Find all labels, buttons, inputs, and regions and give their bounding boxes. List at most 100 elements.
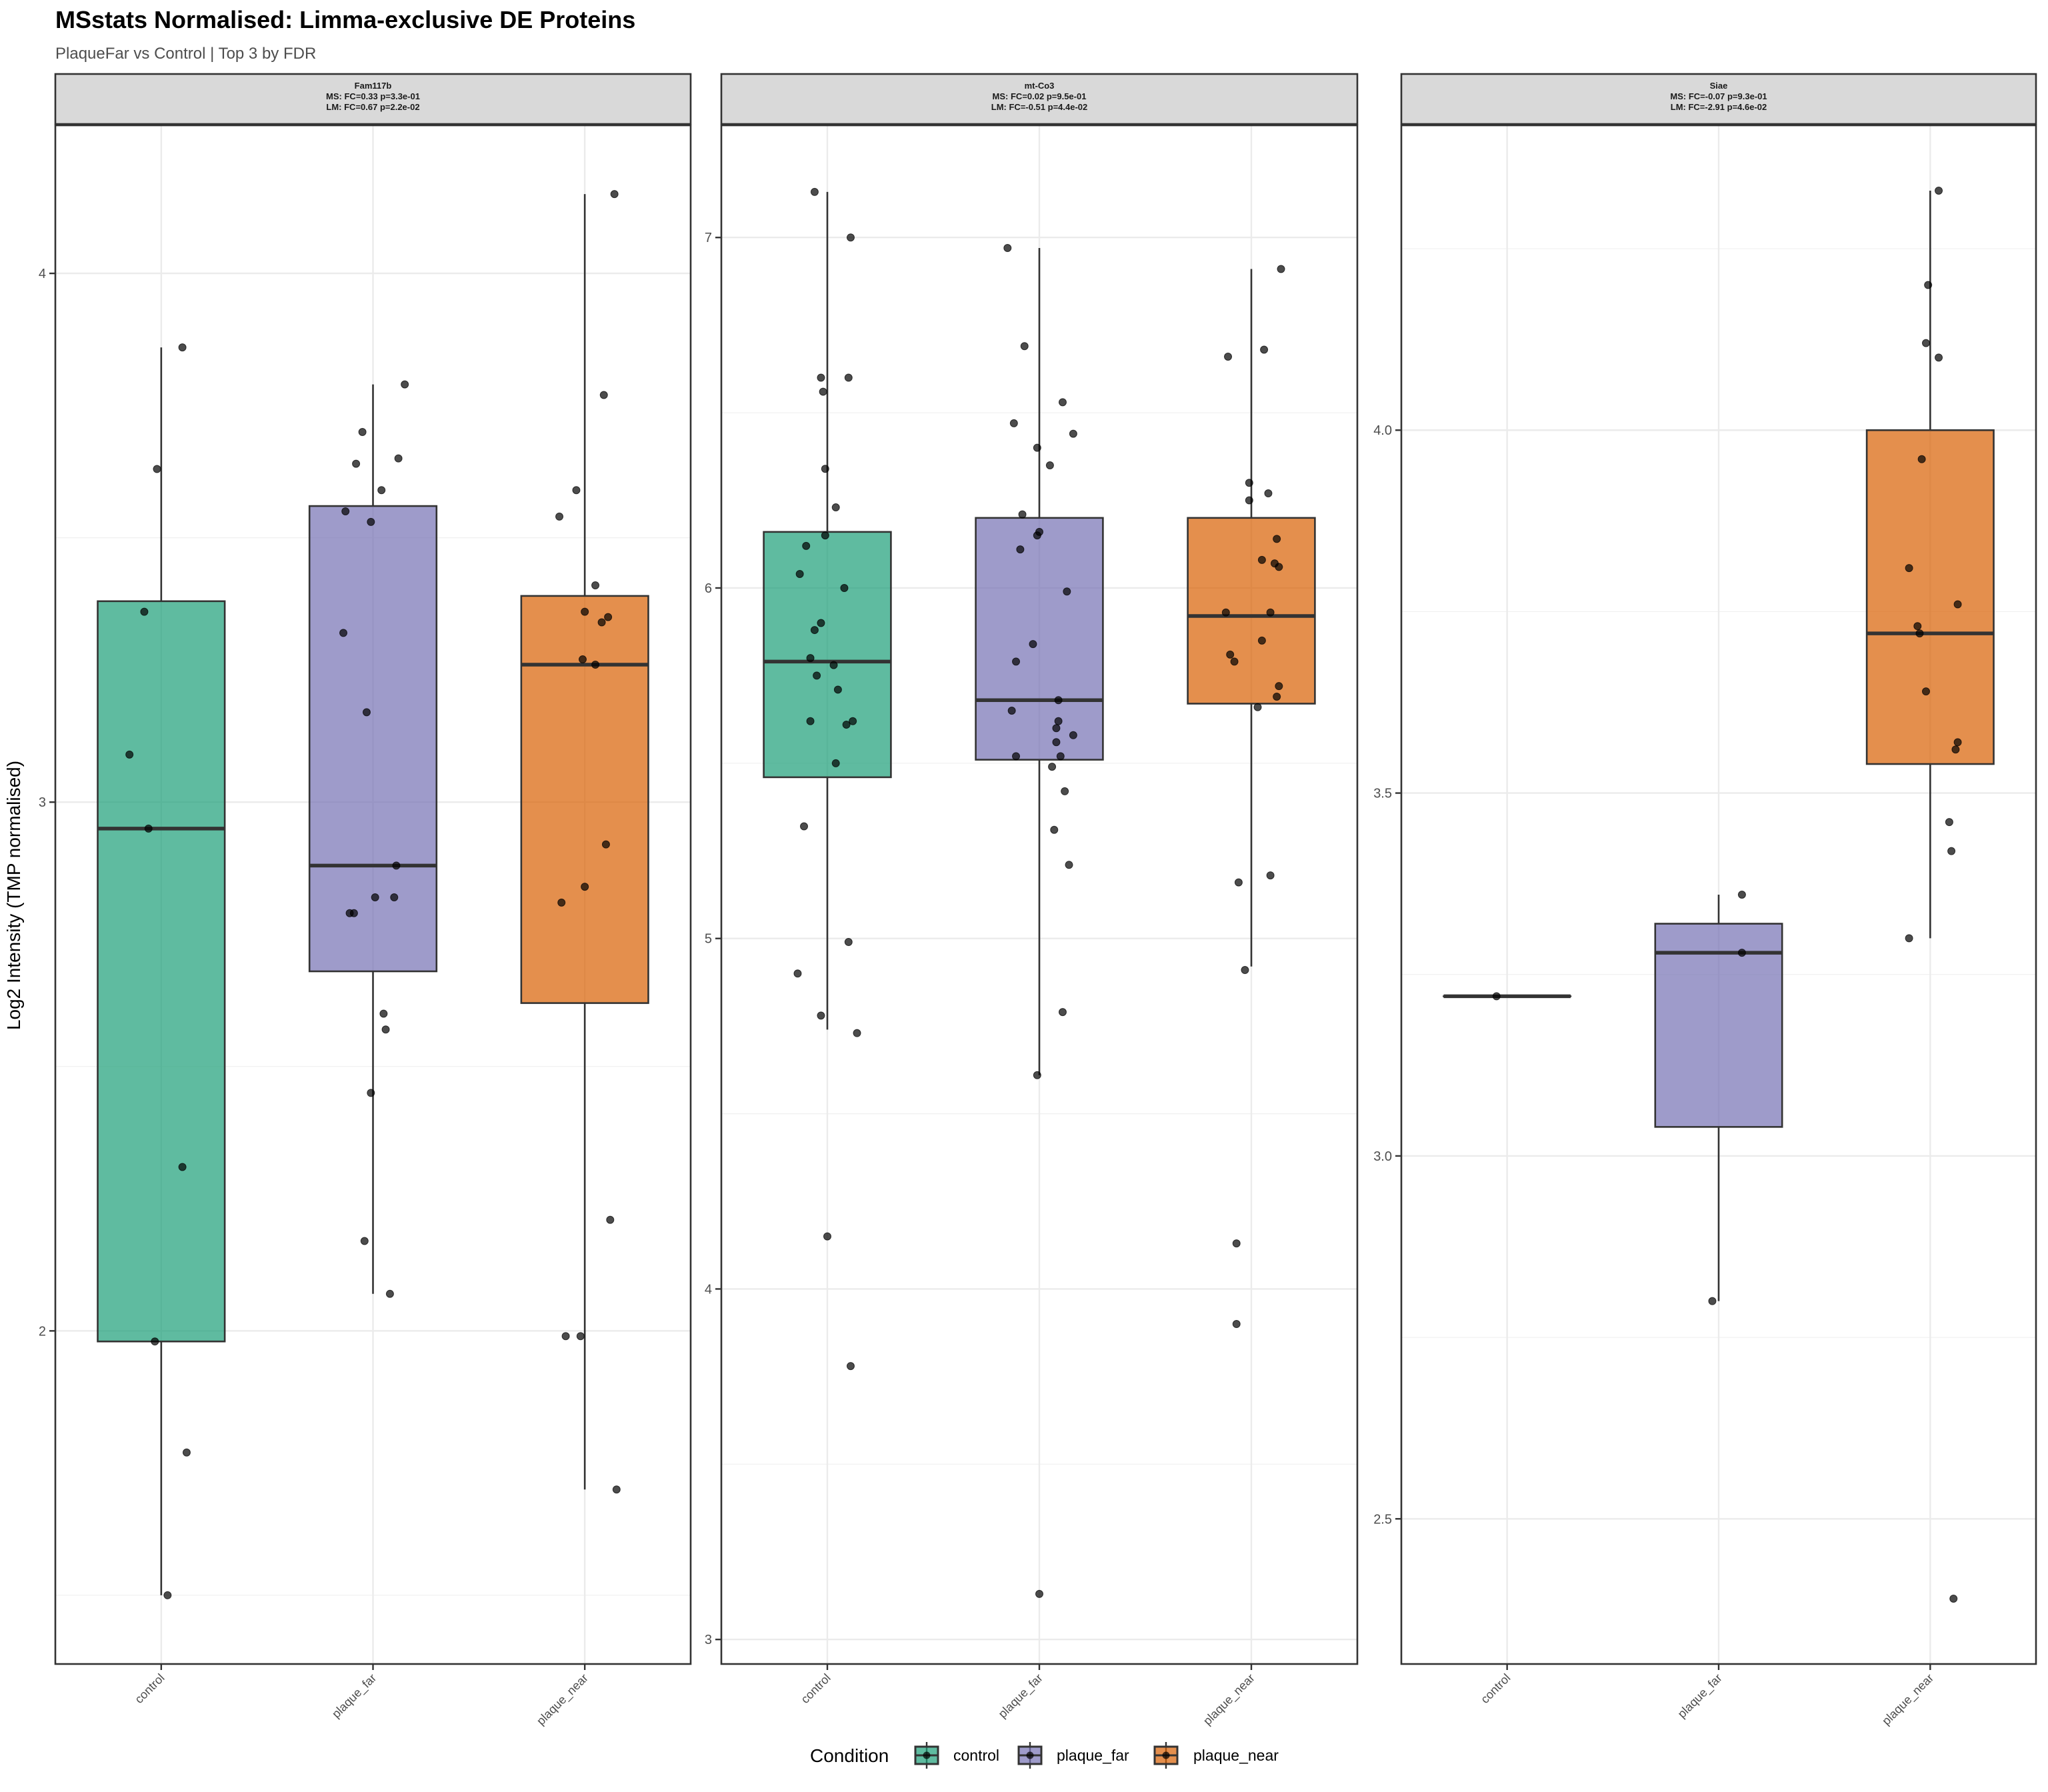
box-iqr	[1654, 923, 1783, 1128]
data-point	[1221, 608, 1230, 617]
data-point	[1058, 398, 1067, 407]
data-point	[1935, 353, 1943, 362]
data-point	[604, 613, 613, 621]
data-point	[1054, 717, 1063, 725]
data-point	[581, 883, 589, 891]
data-point	[819, 387, 827, 396]
data-point	[349, 909, 358, 917]
data-point	[1226, 650, 1235, 659]
data-point	[817, 619, 825, 627]
data-point	[1230, 657, 1239, 666]
data-point	[1277, 265, 1285, 273]
strip-protein-name: Fam117b	[355, 81, 392, 91]
data-point	[1012, 752, 1021, 761]
data-point	[1917, 455, 1926, 463]
data-point	[1007, 706, 1016, 715]
data-point	[1924, 281, 1933, 289]
data-point	[1056, 752, 1065, 761]
data-point	[360, 1237, 369, 1245]
data-point	[831, 759, 840, 767]
data-point	[572, 486, 581, 495]
data-point	[1253, 703, 1262, 711]
data-point	[1061, 787, 1069, 795]
data-point	[163, 1591, 172, 1599]
data-point	[1951, 745, 1960, 754]
y-axis-title: Log2 Intensity (TMP normalised)	[3, 761, 24, 1030]
data-point	[1035, 1589, 1043, 1598]
legend-label-plaque_near: plaque_near	[1193, 1747, 1279, 1764]
data-point	[1016, 545, 1025, 554]
data-point	[821, 531, 829, 540]
data-point	[1033, 531, 1041, 540]
box-plaque_near	[520, 194, 649, 1490]
data-point	[557, 898, 566, 907]
data-point	[802, 541, 811, 550]
data-point	[1003, 244, 1012, 253]
data-point	[1063, 587, 1071, 596]
box-iqr	[763, 531, 892, 779]
strip-stat-line: MS: FC=0.33 p=3.3e-01	[326, 91, 420, 101]
data-point	[1275, 682, 1283, 691]
y-tick-label: 6	[705, 581, 712, 596]
facet-strip	[720, 73, 1359, 125]
data-point	[1069, 429, 1077, 438]
y-tick-label: 2.5	[1373, 1512, 1392, 1527]
chart-subtitle: PlaqueFar vs Control | Top 3 by FDR	[55, 45, 316, 63]
data-point	[591, 660, 600, 669]
data-point	[1069, 731, 1077, 739]
y-tick-label: 3.5	[1373, 787, 1392, 801]
data-point	[1273, 535, 1281, 543]
data-point	[1232, 1239, 1241, 1248]
y-tick-label: 4	[39, 267, 46, 281]
data-point	[831, 503, 840, 512]
data-point	[381, 1025, 390, 1034]
data-point	[1921, 687, 1930, 696]
data-point	[1953, 600, 1962, 609]
data-point	[1009, 419, 1018, 427]
data-point	[810, 626, 819, 635]
data-point	[1050, 825, 1059, 834]
box-control	[97, 347, 226, 1595]
data-point	[810, 187, 819, 196]
box-iqr	[975, 517, 1104, 761]
data-point	[371, 893, 379, 901]
data-point	[153, 465, 161, 473]
box-plaque_far	[1654, 895, 1783, 1301]
data-point	[140, 607, 149, 616]
data-point	[1065, 861, 1073, 869]
data-point	[1054, 696, 1063, 705]
data-point	[829, 661, 838, 669]
data-point	[1905, 564, 1913, 573]
data-point	[1935, 186, 1943, 195]
data-point	[1241, 966, 1249, 975]
facet-strip	[1400, 73, 2037, 125]
data-point	[612, 1485, 621, 1494]
strip-stat-line: LM: FC=-2.91 p=4.6e-02	[1671, 102, 1767, 112]
y-tick-label: 4.0	[1373, 423, 1392, 438]
data-point	[1048, 763, 1057, 771]
strip-stat-line: LM: FC=0.67 p=2.2e-02	[326, 102, 419, 112]
data-point	[178, 1163, 187, 1171]
data-point	[1266, 871, 1275, 880]
data-point	[394, 454, 403, 463]
data-point	[795, 569, 804, 578]
data-point	[842, 721, 851, 729]
data-point	[1232, 1320, 1241, 1329]
data-point	[601, 840, 610, 849]
data-point	[341, 507, 350, 515]
box-plaque_far	[308, 384, 438, 1294]
data-point	[1913, 622, 1922, 631]
data-point	[1275, 563, 1283, 571]
y-tick-label: 3	[705, 1633, 712, 1647]
data-point	[610, 190, 619, 199]
data-point	[555, 512, 564, 521]
y-tick-label: 5	[705, 932, 712, 947]
legend-key-control	[914, 1742, 939, 1769]
y-tick-label: 2	[39, 1324, 46, 1339]
data-point	[1947, 847, 1956, 855]
y-tick-label: 3.0	[1373, 1149, 1392, 1164]
data-point	[576, 1332, 585, 1341]
data-point	[151, 1337, 159, 1346]
y-tick-label: 3	[39, 795, 46, 810]
